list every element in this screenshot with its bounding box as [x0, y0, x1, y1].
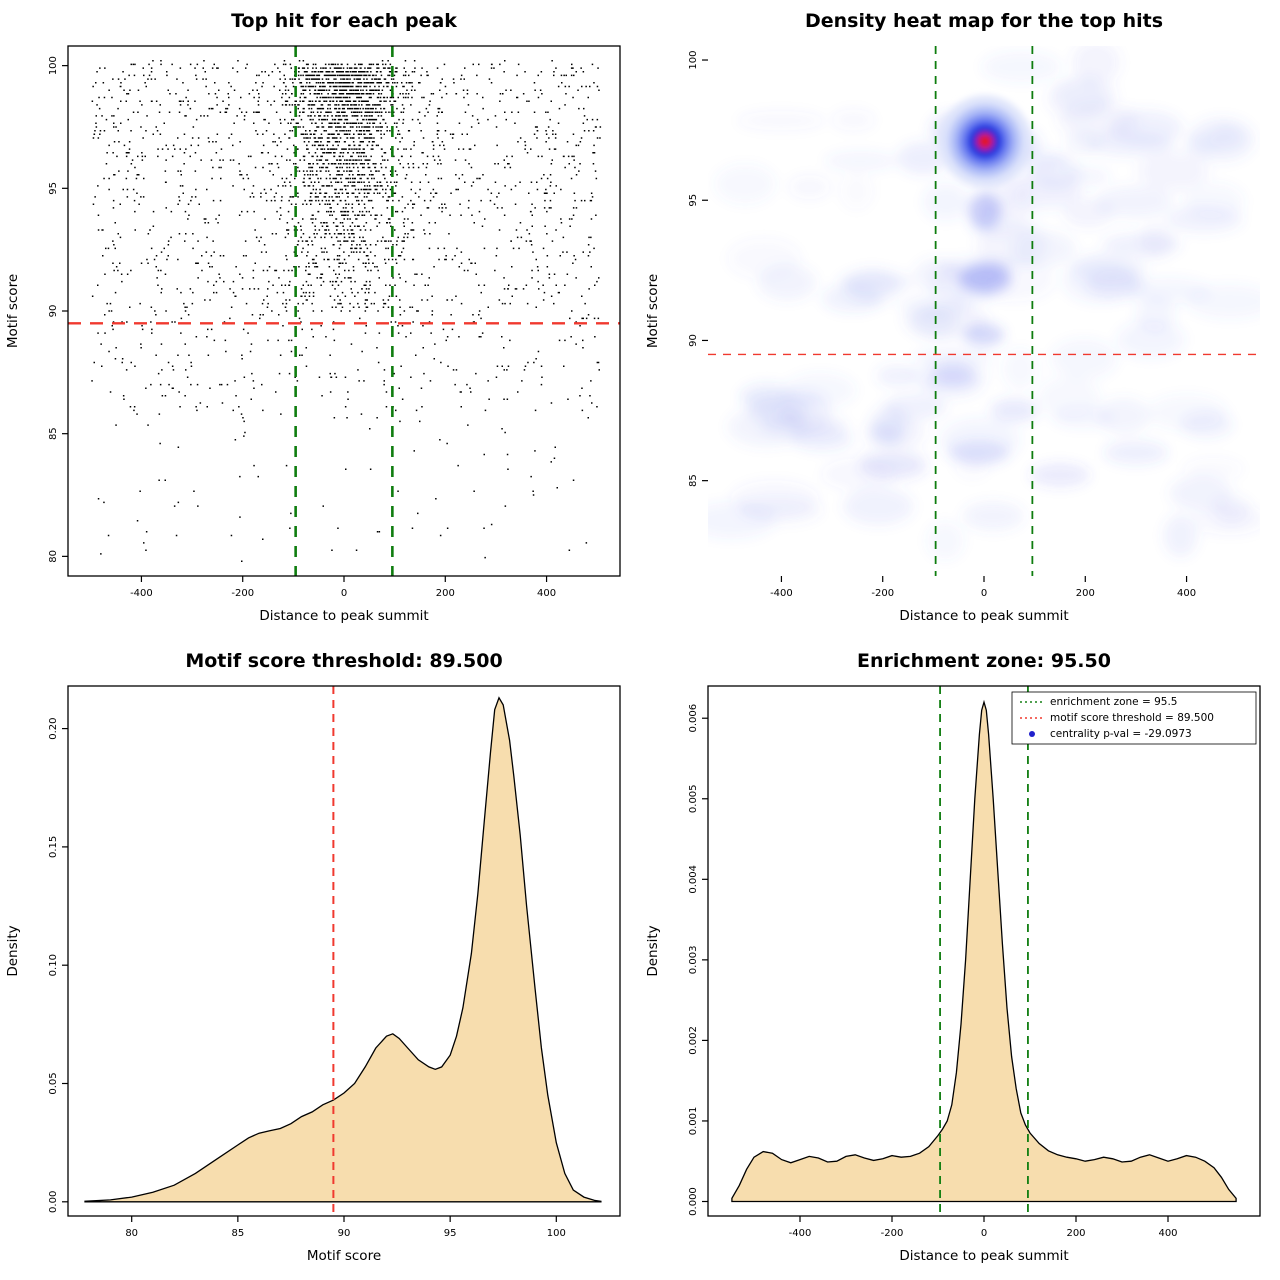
scatter-top-hits-panel: -400 -200 0 200 400 80 85 90 95 100 Top hit for ea…	[0, 0, 640, 640]
svg-text:Distance to peak summit: Distance to peak summit	[899, 608, 1068, 624]
heatmap-plot-svg: -400 -200 0 200 400 85 90 95 100 Density heat map…	[645, 10, 1260, 624]
svg-text:Density heat map for the top h: Density heat map for the top hits	[805, 10, 1163, 32]
svg-text:400: 400	[1177, 588, 1196, 599]
svg-text:0.15: 0.15	[48, 836, 59, 858]
svg-text:85: 85	[48, 427, 59, 440]
svg-text:90: 90	[48, 305, 59, 318]
svg-text:80: 80	[48, 550, 59, 563]
svg-text:-400: -400	[130, 588, 153, 599]
svg-text:centrality p-val = -29.0973: centrality p-val = -29.0973	[1050, 728, 1192, 740]
svg-text:0: 0	[981, 588, 987, 599]
axes: -400 -200 0 200 400 80 85 90 95 100 Top hit for ea…	[5, 10, 621, 624]
svg-text:-200: -200	[881, 1228, 904, 1239]
svg-text:90: 90	[688, 334, 699, 347]
svg-text:95: 95	[688, 194, 699, 207]
svg-text:0.002: 0.002	[688, 1026, 699, 1055]
svg-text:200: 200	[1076, 588, 1095, 599]
svg-text:95: 95	[444, 1228, 457, 1239]
axes: 80 85 90 95 100 0.00 0.05 0.10 0.15 0.20 Motif sco…	[5, 650, 621, 1264]
svg-text:90: 90	[338, 1228, 351, 1239]
svg-text:100: 100	[48, 56, 59, 75]
svg-text:0.001: 0.001	[688, 1107, 699, 1136]
svg-text:-200: -200	[871, 588, 894, 599]
score-density-plot-svg: 80 85 90 95 100 0.00 0.05 0.10 0.15 0.20 Motif sco…	[5, 650, 621, 1264]
svg-text:Enrichment zone: 95.50: Enrichment zone: 95.50	[857, 650, 1111, 672]
heatmap-layers	[708, 46, 1260, 560]
svg-text:95: 95	[48, 182, 59, 195]
svg-text:0: 0	[341, 588, 347, 599]
distance-density-plot-svg: enrichment zone = 95.5 motif score thresh…	[645, 650, 1261, 1264]
motif-score-density-panel: 80 85 90 95 100 0.00 0.05 0.10 0.15 0.20 Motif sco…	[0, 640, 640, 1280]
svg-text:85: 85	[688, 474, 699, 487]
svg-text:-400: -400	[789, 1228, 812, 1239]
svg-text:Distance to peak summit: Distance to peak summit	[259, 608, 428, 624]
svg-text:200: 200	[1066, 1228, 1085, 1239]
svg-text:enrichment zone = 95.5: enrichment zone = 95.5	[1050, 696, 1177, 708]
svg-text:200: 200	[436, 588, 455, 599]
svg-text:400: 400	[1158, 1228, 1177, 1239]
svg-text:Motif score: Motif score	[5, 274, 21, 348]
svg-text:Motif score threshold: 89.500: Motif score threshold: 89.500	[185, 650, 502, 672]
axes: -400 -200 0 200 400 85 90 95 100 Density heat map…	[645, 10, 1196, 624]
density-heatmap-panel: -400 -200 0 200 400 85 90 95 100 Density heat map…	[640, 0, 1280, 640]
svg-text:80: 80	[125, 1228, 138, 1239]
svg-text:motif score threshold = 89.500: motif score threshold = 89.500	[1050, 712, 1214, 724]
svg-text:400: 400	[537, 588, 556, 599]
svg-text:0.003: 0.003	[688, 946, 699, 975]
svg-text:100: 100	[547, 1228, 566, 1239]
scatter-points	[91, 59, 602, 563]
svg-text:0: 0	[981, 1228, 987, 1239]
svg-text:0.005: 0.005	[688, 784, 699, 813]
svg-text:Motif score: Motif score	[307, 1248, 381, 1264]
svg-text:0.20: 0.20	[48, 717, 59, 739]
svg-text:0.006: 0.006	[688, 704, 699, 733]
svg-text:Distance to peak summit: Distance to peak summit	[899, 1248, 1068, 1264]
density-curve	[731, 699, 1237, 1203]
svg-text:0.10: 0.10	[48, 954, 59, 976]
svg-text:0.000: 0.000	[688, 1187, 699, 1216]
legend: enrichment zone = 95.5 motif score thresh…	[1011, 691, 1257, 745]
distance-density-panel: enrichment zone = 95.5 motif score thresh…	[640, 640, 1280, 1280]
scatter-plot-svg: -400 -200 0 200 400 80 85 90 95 100 Top hit for ea…	[5, 10, 621, 624]
svg-text:Density: Density	[5, 925, 21, 976]
svg-text:100: 100	[688, 50, 699, 69]
svg-text:Motif score: Motif score	[645, 274, 661, 348]
svg-text:0.05: 0.05	[48, 1072, 59, 1094]
svg-text:85: 85	[231, 1228, 244, 1239]
svg-text:-400: -400	[770, 588, 793, 599]
svg-text:Density: Density	[645, 925, 661, 976]
svg-text:0.004: 0.004	[688, 865, 699, 894]
svg-text:-200: -200	[231, 588, 254, 599]
heatmap-hotspot	[939, 95, 1032, 188]
svg-text:Top hit for each peak: Top hit for each peak	[231, 10, 457, 32]
density-curve	[84, 696, 602, 1203]
svg-text:0.00: 0.00	[48, 1191, 59, 1213]
axes: -400 -200 0 200 400 0.000 0.001 0.002 0.003 0.004…	[645, 650, 1261, 1264]
